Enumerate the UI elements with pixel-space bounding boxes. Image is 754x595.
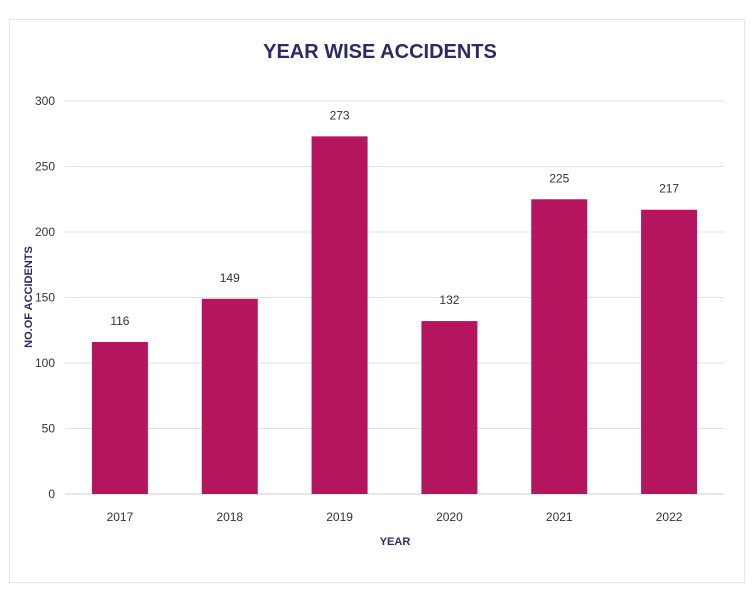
x-tick-label: 2018 (216, 510, 243, 524)
y-axis-title: NO.OF ACCIDENTS (23, 246, 35, 348)
x-tick-label: 2022 (656, 510, 683, 524)
x-axis-title: YEAR (380, 536, 411, 548)
data-label-2020: 132 (439, 293, 459, 307)
x-axis-ticks: 2017 2018 2019 2020 2021 2022 (107, 510, 683, 524)
bar-2020 (421, 321, 478, 494)
x-tick-label: 2021 (546, 510, 573, 524)
gridlines (65, 100, 724, 495)
x-tick-label: 2019 (326, 510, 353, 524)
y-tick-label: 250 (35, 160, 55, 174)
data-label-2018: 149 (220, 271, 240, 285)
data-labels: 116 149 273 132 225 217 (110, 108, 679, 328)
y-tick-label: 100 (35, 356, 55, 370)
bar-2019 (311, 136, 368, 494)
data-label-2021: 225 (549, 171, 569, 185)
bar-2022 (641, 209, 698, 495)
x-tick-label: 2020 (436, 510, 463, 524)
y-tick-label: 300 (35, 94, 55, 108)
y-axis-ticks: 0 50 100 150 200 250 300 (35, 94, 55, 501)
data-label-2017: 116 (110, 314, 129, 328)
bar-2021 (531, 199, 588, 494)
bar-2018 (201, 298, 258, 494)
y-tick-label: 0 (48, 487, 55, 501)
y-tick-label: 200 (35, 225, 55, 239)
bars (91, 136, 698, 495)
bar-2017 (91, 342, 148, 494)
data-label-2022: 217 (659, 182, 679, 196)
y-tick-label: 150 (35, 291, 55, 305)
y-tick-label: 50 (42, 422, 56, 436)
chart-title: YEAR WISE ACCIDENTS (263, 41, 497, 63)
data-label-2019: 273 (330, 108, 350, 122)
x-tick-label: 2017 (107, 510, 134, 524)
